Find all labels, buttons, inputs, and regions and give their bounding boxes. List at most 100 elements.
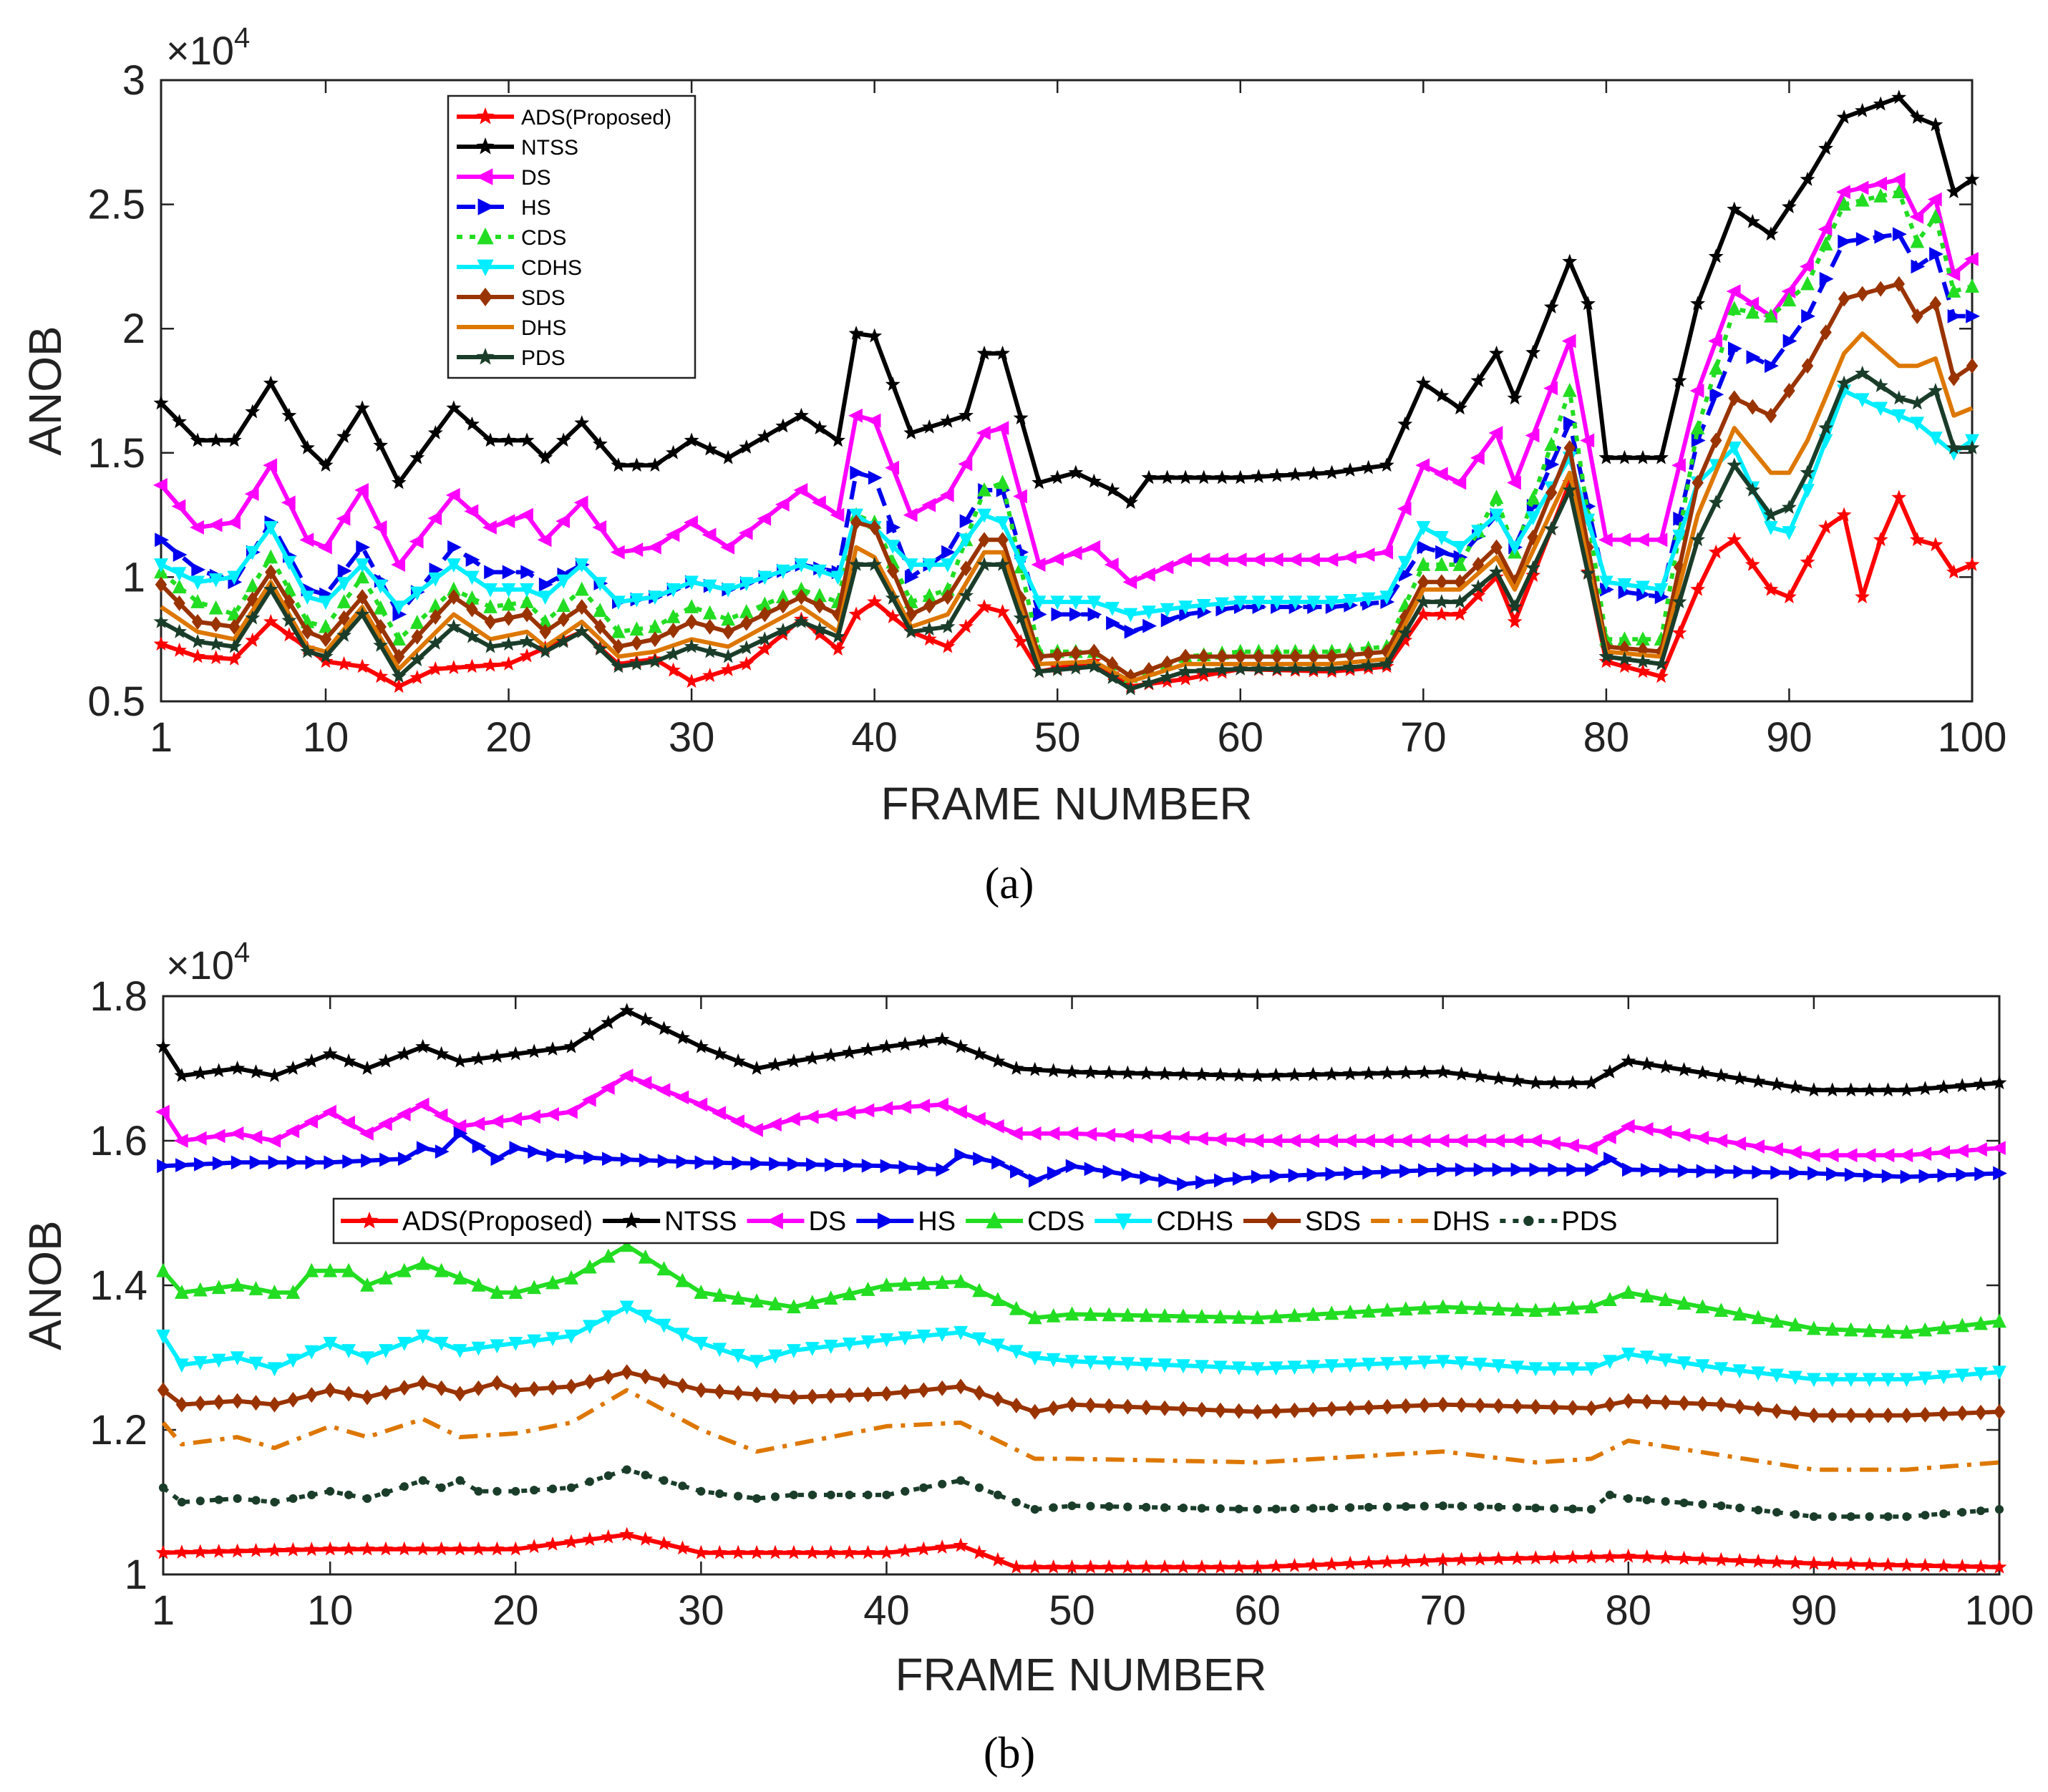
data-point (193, 1544, 208, 1559)
data-point (1474, 1397, 1486, 1413)
data-point (1936, 1145, 1951, 1160)
data-point (446, 581, 461, 596)
data-point (1142, 605, 1156, 620)
data-point (991, 1155, 1006, 1170)
data-point (757, 596, 772, 611)
data-point (1195, 1360, 1209, 1375)
data-point (520, 565, 535, 580)
x-tick-label: 100 (1965, 1587, 2034, 1634)
data-point (1326, 648, 1338, 665)
data-point (471, 1341, 486, 1356)
data-point (508, 1541, 523, 1556)
data-point (1744, 213, 1760, 228)
data-point (940, 413, 956, 428)
data-point (230, 1061, 246, 1075)
data-point (866, 413, 881, 428)
data-point (806, 1157, 820, 1172)
data-point (1157, 1559, 1173, 1574)
data-point (1509, 1134, 1524, 1148)
data-point (1178, 663, 1193, 678)
data-point (453, 1126, 468, 1141)
x-tick-label: 80 (1583, 714, 1630, 761)
data-point (903, 425, 919, 439)
data-point (1470, 579, 1486, 594)
legend-label: DS (808, 1207, 846, 1237)
data-point (501, 432, 516, 447)
data-point (1047, 1166, 1062, 1181)
data-point (341, 1053, 356, 1068)
data-point (191, 563, 206, 577)
data-point (693, 1097, 708, 1112)
data-point (1909, 109, 1925, 124)
x-tick-label: 50 (1049, 1587, 1095, 1634)
data-point (1917, 1081, 1933, 1096)
data-point (601, 1529, 616, 1544)
data-point (156, 1262, 170, 1277)
data-point (1177, 1177, 1191, 1192)
data-point (879, 1277, 894, 1292)
data-point (1491, 1359, 1506, 1374)
data-point (173, 1134, 188, 1148)
data-point (1818, 140, 1833, 155)
data-point (848, 557, 864, 571)
data-point (1917, 1146, 1932, 1162)
data-point (1530, 1398, 1542, 1415)
data-point (977, 508, 991, 523)
data-point (1880, 1082, 1896, 1097)
data-point (1690, 296, 1706, 311)
data-point (452, 1053, 467, 1068)
legend-label: SDS (1305, 1207, 1361, 1237)
data-point (1617, 631, 1632, 646)
data-point (1326, 1401, 1338, 1417)
data-point (1616, 532, 1631, 547)
data-point (1946, 564, 1961, 579)
data-point (1954, 1078, 1970, 1093)
data-point (1946, 447, 1961, 461)
data-point (1435, 1299, 1450, 1314)
data-point (1566, 1162, 1581, 1177)
data-point (326, 1486, 335, 1496)
data-point (1193, 1131, 1208, 1146)
data-point (1769, 1142, 1783, 1157)
series-line (160, 331, 1974, 684)
data-point (1435, 1064, 1451, 1078)
legend-label: SDS (521, 286, 566, 310)
data-point (659, 1476, 669, 1485)
data-point (546, 1380, 559, 1396)
data-point (397, 1541, 412, 1556)
data-point (1268, 1134, 1283, 1148)
data-point (1105, 1502, 1114, 1511)
data-point (935, 1328, 950, 1343)
data-point (656, 1021, 671, 1036)
data-point (1921, 1511, 1930, 1520)
data-point (565, 1378, 578, 1395)
legend-label: PDS (521, 346, 566, 370)
data-point (882, 1490, 891, 1499)
data-point (1196, 668, 1212, 682)
data-point (936, 1162, 951, 1177)
data-point (1175, 1066, 1191, 1081)
data-point (1787, 1079, 1803, 1094)
data-point (1397, 1134, 1412, 1148)
x-axis-label-a: FRAME NUMBER (880, 778, 1252, 829)
data-point (1027, 1559, 1043, 1574)
data-point (1546, 1549, 1562, 1564)
data-point (415, 1541, 431, 1556)
data-point (564, 1329, 578, 1344)
data-point (555, 432, 571, 447)
data-point (1269, 661, 1285, 676)
data-point (1708, 248, 1724, 263)
data-point (953, 1104, 967, 1119)
data-point (227, 570, 242, 585)
data-point (842, 1544, 858, 1559)
data-point (526, 1109, 540, 1124)
data-point (656, 1536, 671, 1550)
legend-marker (622, 1212, 641, 1229)
data-point (1818, 520, 1833, 534)
data-point (1899, 1324, 1914, 1339)
data-point (1122, 575, 1137, 590)
data-point (563, 1104, 578, 1119)
data-point (191, 613, 204, 630)
data-point (397, 1262, 412, 1277)
